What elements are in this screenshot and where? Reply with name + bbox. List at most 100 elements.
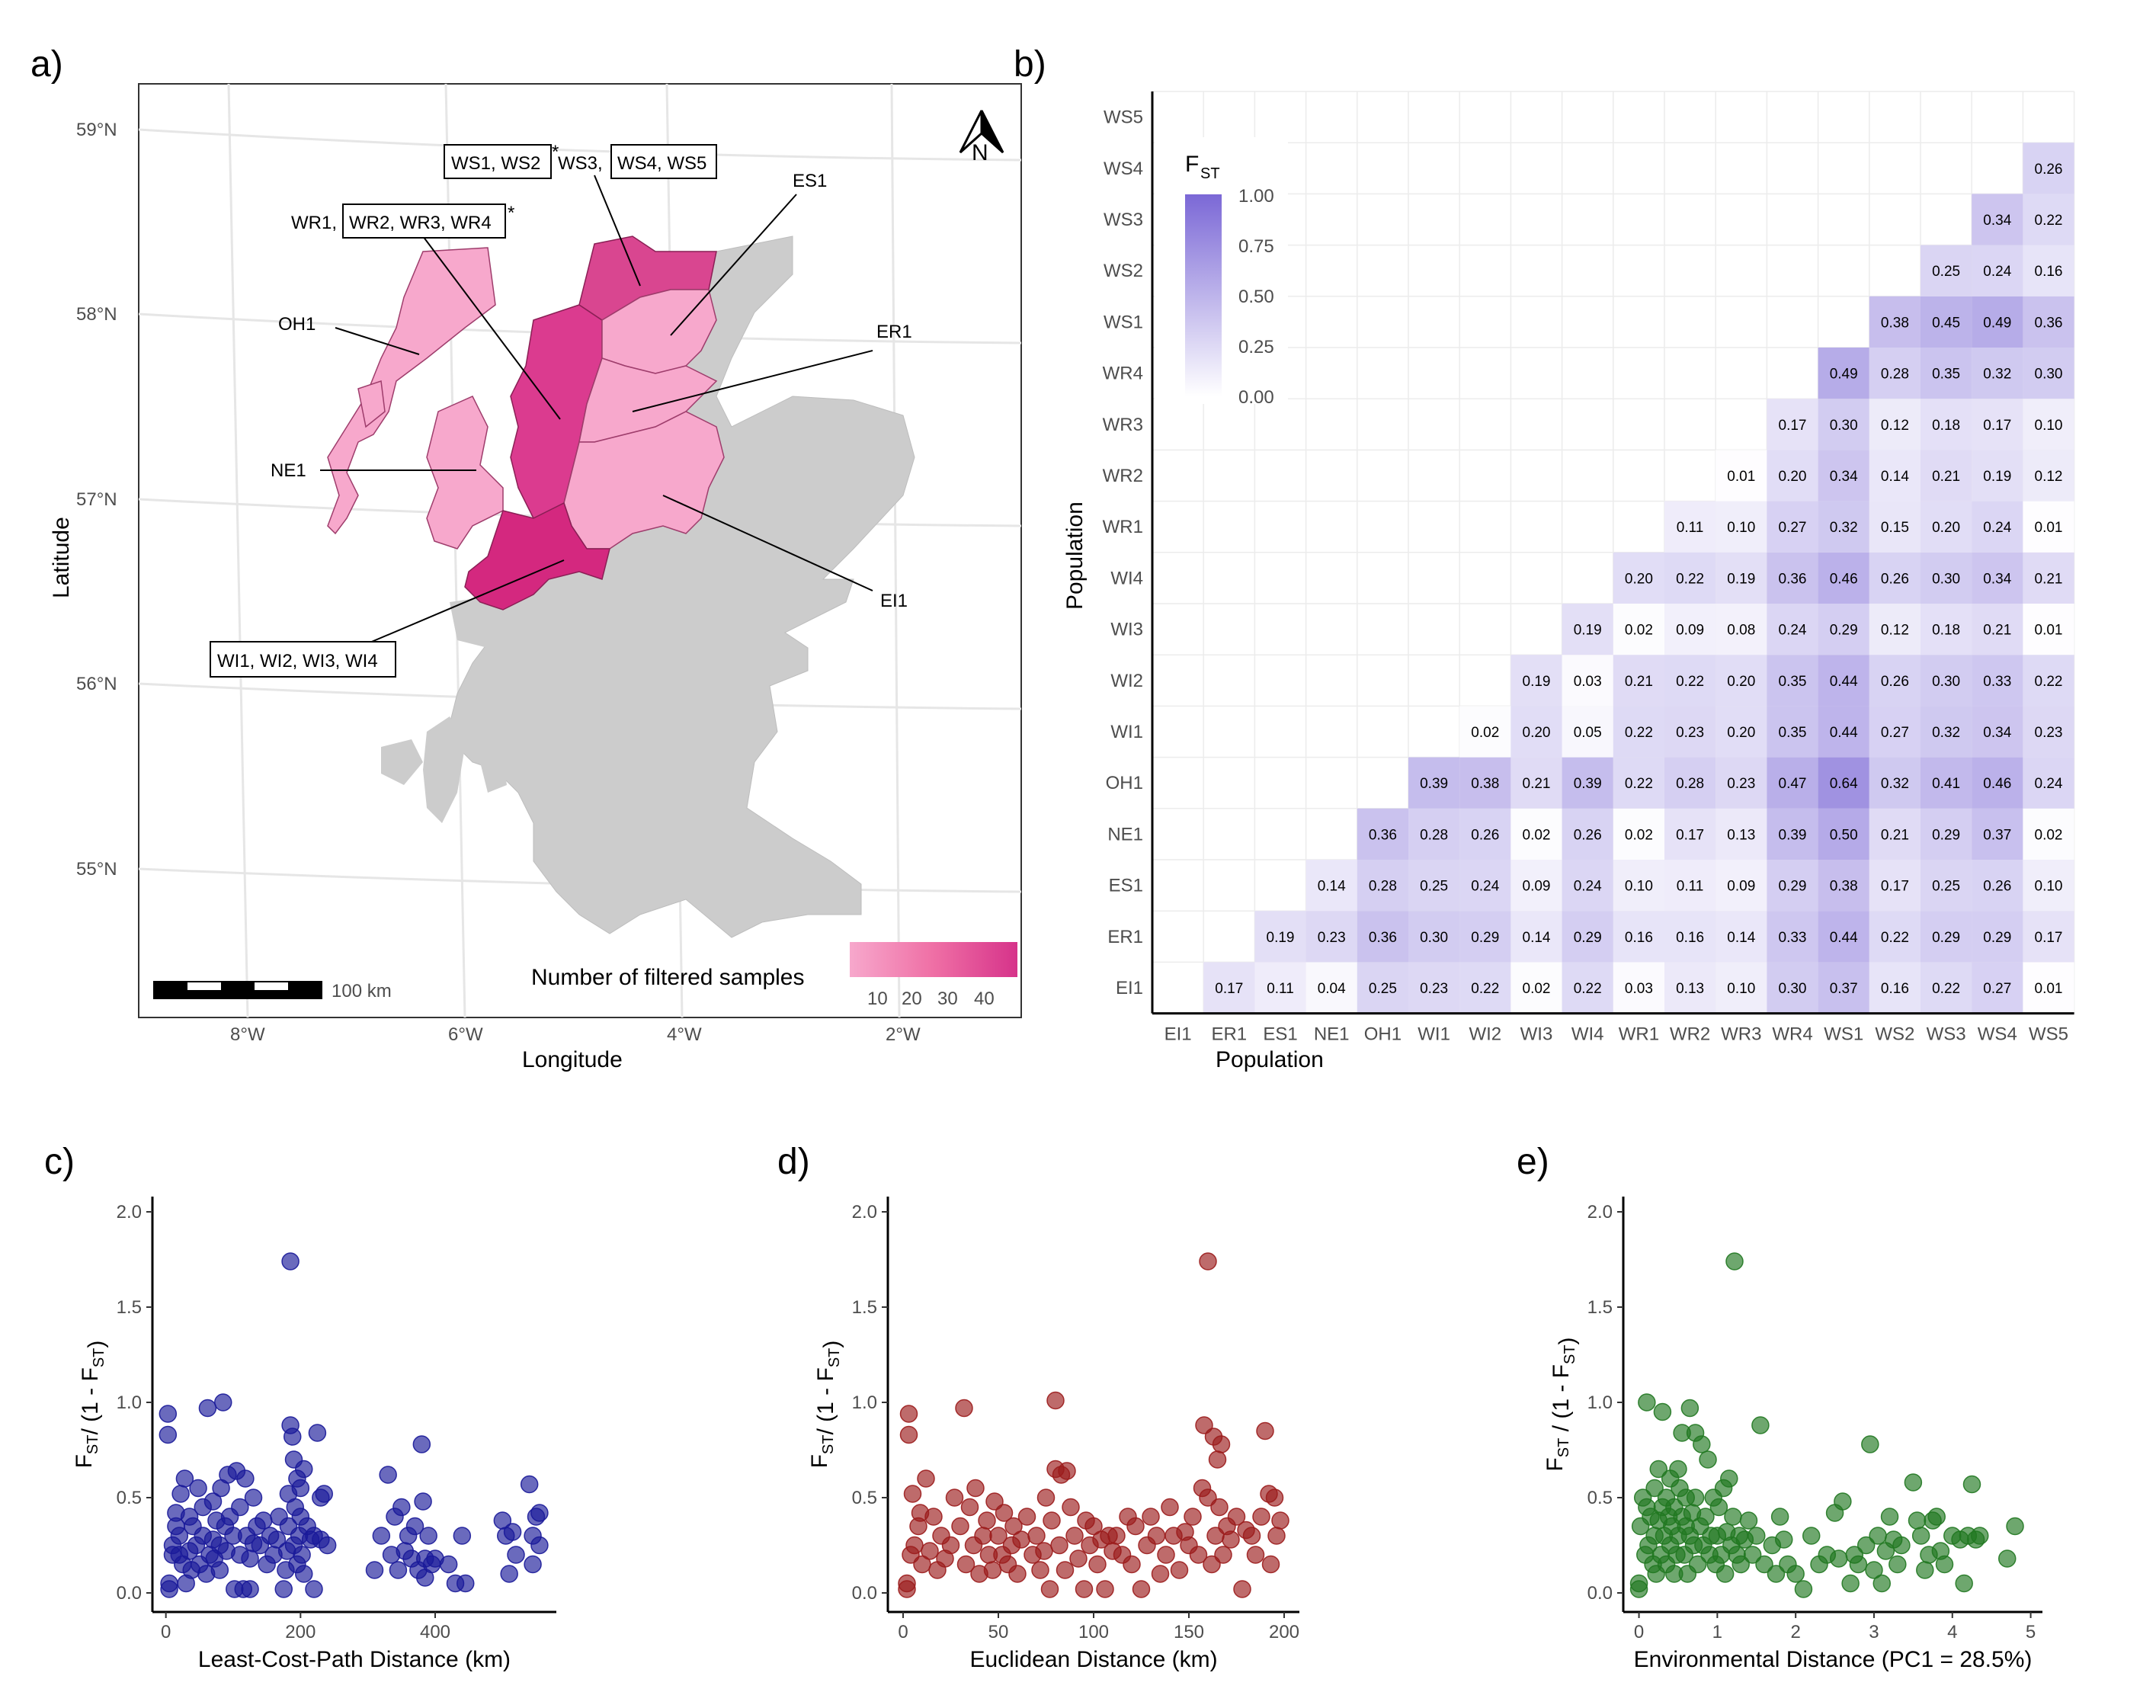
heatmap-cell (1972, 911, 2023, 963)
scatter-point (1649, 1460, 1668, 1479)
scatter-point (1227, 1508, 1246, 1526)
heatmap-cell-label: 0.23 (2035, 725, 2063, 741)
scatter-point (244, 1488, 263, 1507)
scatter-point (439, 1555, 458, 1574)
heatmap-cell (1510, 706, 1562, 758)
heatmap-cell-label: 0.09 (1523, 879, 1551, 895)
heatmap-y-tick: WI2 (1110, 671, 1143, 691)
heatmap-cell (1510, 757, 1562, 809)
heatmap-cell (2023, 911, 2074, 963)
map-box-ws1-ws2 (444, 144, 552, 179)
map-xlabel: Longitude (522, 1047, 623, 1072)
scatter-point (1203, 1555, 1221, 1574)
scatter-point (1767, 1565, 1786, 1583)
heatmap-cell (1305, 860, 1357, 912)
map-asterisk-ws: * (552, 142, 559, 162)
map-panel: OH1 NE1 ES1 ER1 EI1 WS1, WS2 * WS3, WS4,… (49, 83, 1022, 1072)
heatmap-cell-label: 0.28 (1420, 827, 1448, 843)
scatter-point (189, 1479, 207, 1498)
heatmap-cell-label: 0.17 (1779, 418, 1807, 434)
scatter-point (1916, 1561, 1934, 1579)
heatmap-cell-label: 0.23 (1727, 776, 1755, 792)
scatter-point (1755, 1555, 1773, 1574)
scatter-point (1794, 1580, 1813, 1598)
heatmap-legend-bar (1185, 194, 1222, 396)
scatter-point (1107, 1527, 1126, 1545)
heatmap-cell-label: 0.24 (1779, 623, 1807, 639)
heatmap-cell-label: 0.34 (1983, 571, 2011, 587)
region-oh1 (327, 247, 496, 535)
heatmap-cell (1921, 962, 1972, 1014)
heatmap-x-tick: WI1 (1418, 1024, 1450, 1045)
scatter-point (1699, 1450, 1717, 1469)
scatter-point (1017, 1508, 1036, 1526)
heatmap-cell-label: 0.22 (1625, 725, 1653, 741)
scatter-point (1222, 1530, 1240, 1549)
heatmap-cell (2023, 194, 2074, 245)
heatmap-cell (1818, 757, 1869, 809)
heatmap-cell-label: 0.04 (1318, 981, 1346, 997)
heatmap-cell-label: 0.39 (1420, 776, 1448, 792)
heatmap-cell (1972, 706, 2023, 758)
heatmap-cell (2023, 399, 2074, 450)
heatmap-cell-label: 0.23 (1676, 725, 1704, 741)
heatmap-cell-label: 0.29 (1471, 930, 1499, 946)
scatter-y-tick: 0.5 (117, 1488, 142, 1508)
heatmap-cell (1972, 245, 2023, 296)
scatter-x-tick: 0 (161, 1622, 171, 1642)
heatmap-cell-label: 0.32 (1881, 776, 1909, 792)
scatter-x-tick: 400 (420, 1622, 450, 1642)
panel-label-d: d) (777, 1142, 810, 1182)
heatmap-cell-label: 0.38 (1830, 879, 1858, 895)
heatmap-y-tick: WS5 (1104, 107, 1143, 128)
heatmap-cell-label: 0.23 (1318, 930, 1346, 946)
scatter-y-tick: 2.0 (852, 1202, 877, 1223)
heatmap-x-tick: WR1 (1619, 1024, 1659, 1045)
scatter-point (2006, 1517, 2024, 1536)
heatmap-cell (1408, 962, 1460, 1014)
heatmap-cell-label: 0.30 (2035, 367, 2063, 383)
heatmap-cell (2023, 655, 2074, 707)
heatmap-cell (1716, 552, 1767, 604)
scatter-point (1645, 1479, 1664, 1498)
heatmap-cell-label: 0.18 (1932, 418, 1960, 434)
map-label-wi: WI1, WI2, WI3, WI4 (217, 651, 378, 671)
scatter-point (267, 1530, 287, 1549)
heatmap-cell-label: 0.34 (1830, 469, 1858, 485)
heatmap-cell (1921, 450, 1972, 502)
scatter-point (974, 1527, 992, 1545)
scatter-y-tick: 2.0 (117, 1202, 142, 1223)
heatmap-cell (1921, 552, 1972, 604)
heatmap-cell (1664, 501, 1716, 553)
heatmap-cell (1818, 860, 1869, 912)
map-box-wr (342, 203, 506, 239)
heatmap-cell (2023, 348, 2074, 399)
heatmap-cell-label: 0.14 (1523, 930, 1551, 946)
scatter-ylabel: FST / (1 - FST) (1543, 1337, 1580, 1471)
heatmap-y-tick: WI4 (1110, 568, 1143, 588)
scatter-point (315, 1485, 333, 1503)
scatter-y-tick: 2.0 (1587, 1202, 1613, 1223)
heatmap-cell-label: 0.27 (1881, 725, 1909, 741)
heatmap-cell (1459, 860, 1511, 912)
heatmap-cell (1869, 399, 1921, 450)
scatter-point (503, 1523, 522, 1541)
map-label-ws4-ws5: WS4, WS5 (617, 153, 706, 174)
scatter-point (1040, 1580, 1059, 1598)
heatmap-cell (1921, 604, 1972, 655)
heatmap-cell-label: 0.36 (2035, 315, 2063, 331)
heatmap-cell (2023, 706, 2074, 758)
heatmap-y-tick: WR3 (1103, 415, 1143, 435)
scatter-point (308, 1424, 327, 1442)
heatmap-cell-label: 0.11 (1267, 981, 1294, 997)
heatmap-cell-label: 0.39 (1779, 827, 1807, 843)
region-wi (464, 502, 610, 610)
scatter-point (1056, 1561, 1075, 1579)
heatmap-legend-tick-025: 0.25 (1238, 337, 1274, 357)
map-lat-tick-57: 57°N (76, 489, 117, 510)
scatter-point (274, 1580, 293, 1598)
heatmap-cell-label: 0.37 (1983, 827, 2011, 843)
heatmap-cell-label: 0.03 (1625, 981, 1653, 997)
heatmap-cell (2023, 143, 2074, 194)
heatmap-cell (1716, 757, 1767, 809)
